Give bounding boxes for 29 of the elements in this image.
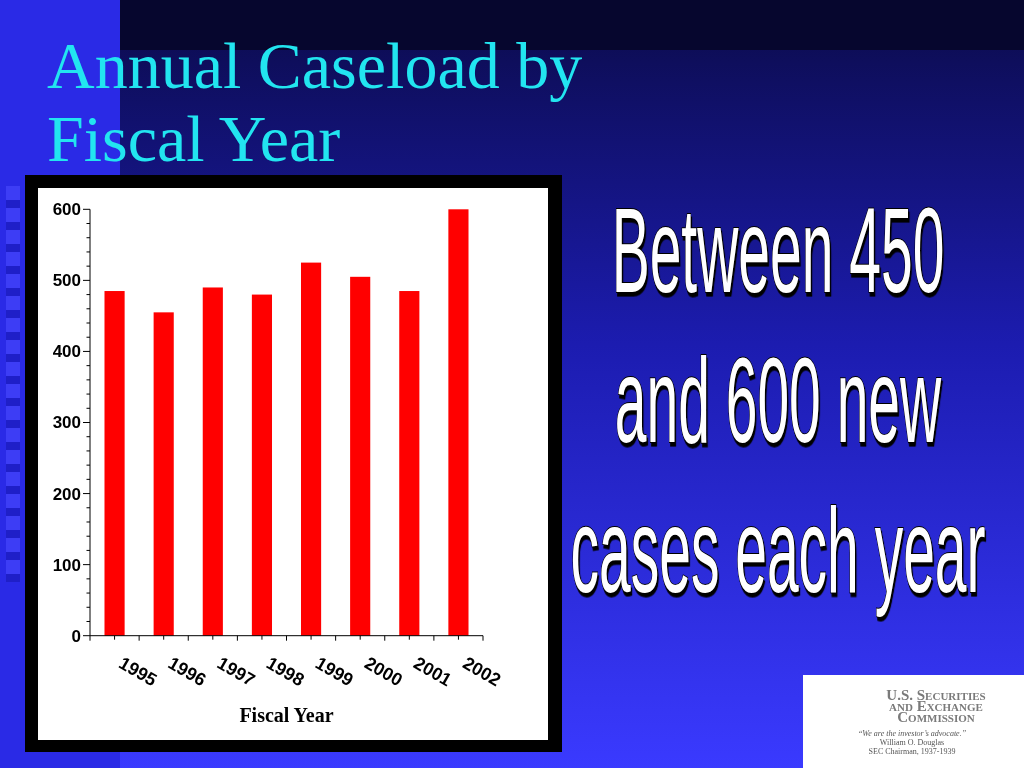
x-tick-label: 1999 <box>312 652 357 691</box>
text: U.S. Securities and Exchange Commission <box>886 687 986 725</box>
x-tick-label: 1997 <box>213 652 259 691</box>
y-tick-label: 600 <box>52 200 81 220</box>
y-tick-label: 300 <box>52 413 81 433</box>
bar <box>202 287 223 636</box>
x-tick-label: 2000 <box>361 652 406 691</box>
y-tick-label: 0 <box>71 626 81 646</box>
y-tick-label: 500 <box>52 271 81 291</box>
text: William O. Douglas <box>879 738 945 747</box>
x-axis-title: Fiscal Year <box>239 704 334 726</box>
y-tick-label: 100 <box>52 555 81 575</box>
bar <box>350 276 371 636</box>
bar <box>104 291 125 636</box>
y-tick-label: 400 <box>52 342 81 362</box>
bar <box>399 291 420 636</box>
bar <box>153 312 174 636</box>
y-tick-label: 200 <box>52 484 81 504</box>
x-tick-label: 1995 <box>115 652 161 691</box>
text: SEC Chairman, 1937-1939 <box>868 747 956 756</box>
bar <box>300 262 322 636</box>
x-tick-label: 1998 <box>262 652 308 691</box>
x-tick-label: 1996 <box>164 652 210 691</box>
x-tick-label: 2002 <box>459 652 505 691</box>
bar <box>251 294 273 636</box>
x-tick-label: 2001 <box>410 652 455 691</box>
text: Between 450 and 600 new cases each year <box>570 183 986 618</box>
bar <box>448 209 469 636</box>
text: “We are the investor’s advocate.” <box>857 729 967 738</box>
